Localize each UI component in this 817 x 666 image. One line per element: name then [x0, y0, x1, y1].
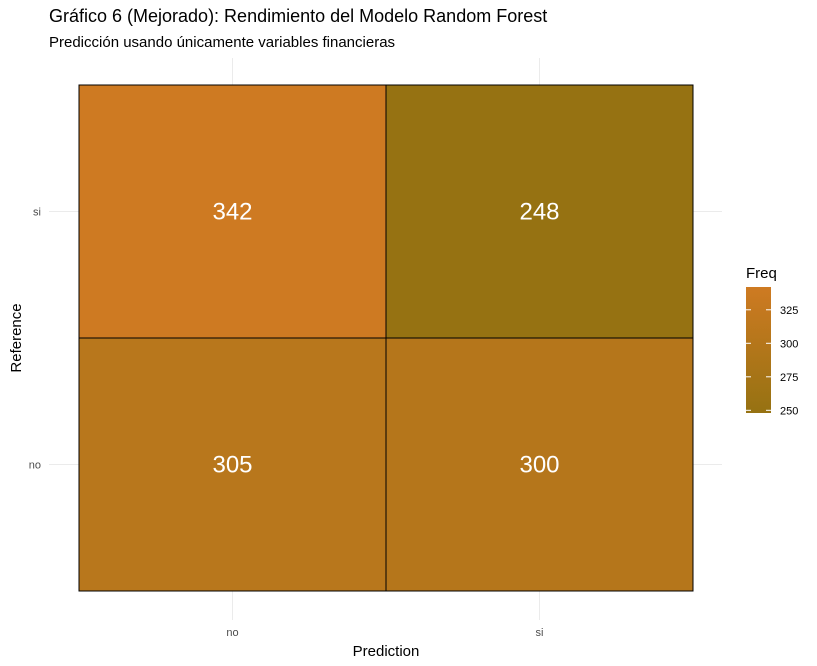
heatmap-cell-no-no: [78, 337, 387, 592]
legend-tick-label-275: 275: [780, 372, 798, 384]
chart-subtitle: Predicción usando únicamente variables f…: [49, 34, 396, 51]
x-tick-si: si: [536, 627, 544, 639]
cell-label-no-no: 305: [212, 452, 252, 479]
cell-label-no-si: 300: [519, 452, 559, 479]
legend-title: Freq: [746, 265, 777, 282]
y-tick-si: si: [33, 207, 41, 219]
y-axis-ticks: no si: [29, 207, 41, 472]
legend-tick-label-250: 250: [780, 405, 798, 417]
cell-label-si-no: 342: [212, 199, 252, 226]
y-tick-no: no: [29, 460, 41, 472]
legend-tick-label-300: 300: [780, 338, 798, 350]
heatmap-cell-no-si: [385, 337, 694, 592]
chart-title: Gráfico 6 (Mejorado): Rendimiento del Mo…: [49, 6, 548, 26]
legend-colorbar: [746, 287, 771, 413]
cell-label-si-si: 248: [519, 199, 559, 226]
legend: Freq 250 275 300 325: [746, 265, 798, 417]
x-axis-title: Prediction: [353, 643, 420, 660]
x-tick-no: no: [226, 627, 238, 639]
x-axis-ticks: no si: [226, 627, 543, 639]
heatmap-cell-si-no: [78, 84, 387, 339]
heatmap-cell-si-si: [385, 84, 694, 339]
legend-tick-label-325: 325: [780, 305, 798, 317]
y-axis-title: Reference: [8, 303, 25, 372]
heatmap-cells: 342 248 305 300: [78, 84, 694, 592]
